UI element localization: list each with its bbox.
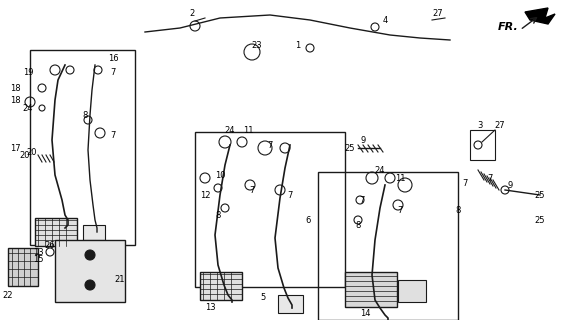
Text: 1: 1 bbox=[295, 41, 300, 50]
Text: 27: 27 bbox=[495, 121, 506, 130]
Text: 9: 9 bbox=[507, 180, 513, 189]
Text: 18: 18 bbox=[10, 95, 20, 105]
Bar bbox=[398, 280, 426, 302]
Bar bbox=[278, 295, 303, 313]
Bar bbox=[200, 272, 242, 300]
Text: 7: 7 bbox=[249, 186, 254, 195]
Text: 14: 14 bbox=[360, 309, 370, 318]
Text: 24: 24 bbox=[375, 165, 385, 174]
Text: 26: 26 bbox=[45, 241, 55, 250]
Text: 7: 7 bbox=[268, 140, 273, 149]
Text: 7: 7 bbox=[462, 179, 467, 188]
Text: 7: 7 bbox=[110, 131, 116, 140]
Circle shape bbox=[85, 250, 95, 260]
Text: 13: 13 bbox=[204, 303, 215, 313]
Text: 16: 16 bbox=[108, 53, 118, 62]
Text: 7: 7 bbox=[397, 205, 403, 214]
Text: 25: 25 bbox=[534, 190, 545, 199]
Text: 10: 10 bbox=[215, 171, 225, 180]
Text: 2: 2 bbox=[189, 9, 195, 18]
Text: 25: 25 bbox=[345, 143, 355, 153]
Bar bbox=[318, 172, 458, 320]
Text: 7: 7 bbox=[487, 173, 492, 182]
Bar bbox=[195, 132, 345, 287]
Polygon shape bbox=[525, 8, 555, 24]
Bar bbox=[8, 248, 38, 286]
Text: 7: 7 bbox=[110, 68, 116, 76]
Text: 24: 24 bbox=[225, 125, 235, 134]
Text: 5: 5 bbox=[260, 293, 266, 302]
Text: 7: 7 bbox=[287, 190, 293, 199]
Text: 22: 22 bbox=[3, 291, 13, 300]
Text: 13: 13 bbox=[33, 247, 43, 257]
Bar bbox=[83, 225, 105, 240]
Text: 4: 4 bbox=[382, 15, 387, 25]
Text: 19: 19 bbox=[23, 68, 34, 76]
Text: 17: 17 bbox=[10, 143, 20, 153]
Text: 24: 24 bbox=[23, 103, 34, 113]
Text: 18: 18 bbox=[10, 84, 20, 92]
Text: 20: 20 bbox=[27, 148, 37, 156]
Text: 27: 27 bbox=[433, 9, 443, 18]
Text: 3: 3 bbox=[477, 121, 483, 130]
Text: 7: 7 bbox=[360, 196, 365, 204]
Text: 20: 20 bbox=[20, 150, 30, 159]
Text: 12: 12 bbox=[200, 190, 210, 199]
Bar bbox=[345, 272, 397, 307]
Text: 25: 25 bbox=[534, 215, 545, 225]
Bar bbox=[470, 130, 495, 160]
Text: 23: 23 bbox=[252, 41, 262, 50]
Text: 11: 11 bbox=[243, 125, 253, 134]
Text: 8: 8 bbox=[456, 205, 461, 214]
Text: 9: 9 bbox=[360, 135, 366, 145]
Text: 8: 8 bbox=[82, 110, 87, 119]
Text: 6: 6 bbox=[306, 215, 311, 225]
Text: 8: 8 bbox=[356, 220, 361, 229]
Text: 8: 8 bbox=[215, 211, 221, 220]
Bar bbox=[35, 218, 77, 246]
Circle shape bbox=[85, 280, 95, 290]
Text: 11: 11 bbox=[395, 173, 405, 182]
Text: 21: 21 bbox=[115, 276, 126, 284]
Text: 15: 15 bbox=[33, 255, 43, 265]
Bar bbox=[30, 50, 135, 245]
Bar bbox=[55, 240, 125, 302]
Text: FR.: FR. bbox=[498, 22, 519, 32]
